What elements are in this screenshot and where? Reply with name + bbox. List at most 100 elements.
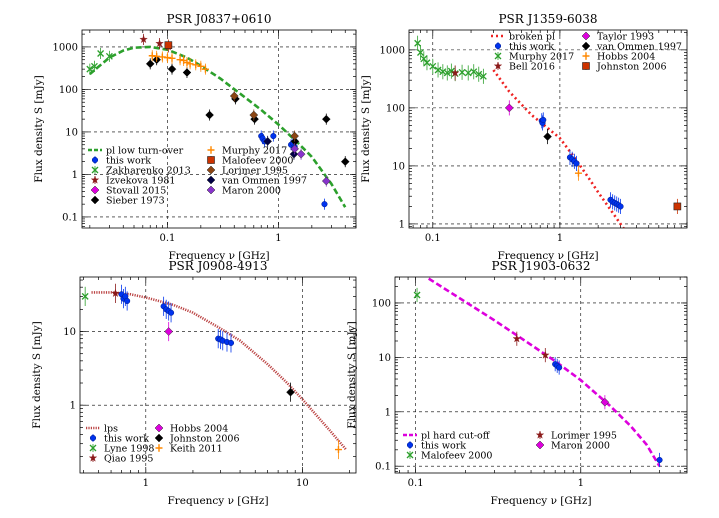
legend-marker (582, 52, 590, 60)
data-point (263, 137, 273, 146)
data-point (145, 59, 155, 69)
legend-label: broken pl (509, 32, 555, 43)
legend-marker (207, 146, 215, 154)
legend-label: Malofeev 2000 (222, 156, 293, 167)
data-point (97, 50, 105, 57)
series-malofeev-2000 (164, 39, 173, 51)
data-point (414, 39, 422, 47)
data-point (155, 39, 164, 48)
series-hobbs-2004 (574, 165, 582, 181)
series-lyne-1998 (81, 286, 89, 306)
legend-label: van Ommen 1997 (596, 42, 682, 53)
x-tick-label: 1 (557, 233, 563, 244)
legend-marker (206, 165, 216, 175)
legend-entry-johnston-2006: Johnston 2006 (154, 434, 240, 445)
legend-label: this work (106, 156, 151, 167)
data-point (201, 65, 209, 73)
data-point (149, 16, 157, 24)
legend-entry-van-ommen-1997: van Ommen 1997 (581, 42, 682, 53)
data-point (176, 56, 184, 64)
y-tick-label: 1 (70, 401, 76, 412)
y-tick-label: 1000 (380, 45, 405, 56)
x-axis-label: Frequency ν [GHz] (168, 250, 269, 262)
data-point (168, 309, 175, 316)
data-point (197, 62, 205, 70)
data-point (86, 65, 94, 73)
legend-entry-lorimer-1995: Lorimer 1995 (206, 165, 288, 177)
data-point (186, 60, 194, 68)
legend-label: Taylor 1993 (597, 32, 654, 43)
legend-label: Lyne 1998 (104, 444, 154, 455)
legend-label: this work (421, 441, 466, 452)
legend-label: this work (104, 434, 149, 445)
data-point (321, 176, 331, 186)
data-point (290, 131, 299, 141)
series-keith-2011 (334, 439, 342, 460)
x-tick-label: 0.1 (408, 478, 424, 489)
legend-label: Hobbs 2004 (597, 52, 655, 63)
legend-marker (535, 430, 545, 439)
data-point (429, 62, 437, 70)
legend-marker (155, 444, 163, 452)
data-point (164, 327, 174, 336)
data-point (290, 144, 299, 154)
x-axis-label: Frequency ν [GHz] (497, 250, 598, 262)
data-point (289, 149, 299, 159)
series-this-work (538, 112, 624, 215)
y-axis-label: Flux density S [mJy] (33, 75, 45, 182)
series-qiao-1995 (111, 283, 120, 303)
legend-entry-pl-low-turn-over: pl low turn-over (88, 146, 184, 157)
y-tick-label: 10 (378, 353, 391, 364)
legend-entry-hobbs-2004: Hobbs 2004 (582, 52, 655, 63)
legend-label: van Ommen 1997 (221, 176, 307, 187)
data-point (540, 116, 547, 123)
y-tick-label: 100 (386, 103, 405, 114)
data-point (205, 110, 214, 120)
legend-entry-malofeev-2000: Malofeev 2000 (406, 451, 492, 462)
plot-area (414, 35, 682, 228)
model-curve-lps (91, 291, 347, 451)
legend-entry-murphy-2017: Murphy 2017 (494, 52, 574, 63)
legend-label: Maron 2000 (551, 441, 610, 452)
legend-entry-maron-2000: Maron 2000 (206, 185, 281, 197)
data-point (574, 169, 582, 177)
legend-entry-van-ommen-1997: van Ommen 1997 (206, 176, 307, 187)
y-axis-label: Flux density S [mJy] (360, 75, 372, 182)
series-johnston-2006 (286, 382, 295, 402)
legend-label: Johnston 2006 (596, 62, 667, 73)
legend-entry-bell-2016: Bell 2016 (493, 62, 555, 73)
legend-marker (206, 185, 216, 195)
chart-title: PSR J0837+0610 (166, 12, 271, 26)
data-point (600, 397, 610, 407)
x-tick-label: 10 (296, 478, 309, 489)
series-van-ommen-1997 (263, 135, 299, 160)
legend-entry-keith-2011: Keith 2011 (155, 444, 223, 455)
x-axis-label: Frequency ν [GHz] (490, 495, 591, 507)
legend-label: Sieber 1973 (106, 196, 165, 207)
legend-marker (406, 441, 414, 449)
legend-marker (90, 195, 100, 205)
data-point (417, 49, 424, 56)
legend-entry-lps: lps (86, 424, 118, 435)
data-point (470, 68, 478, 76)
data-point (183, 58, 191, 66)
legend-label: Qiao 1995 (104, 454, 153, 465)
legend-marker (582, 62, 590, 70)
legend-marker (91, 156, 99, 164)
y-axis-label: Flux density S [mJy] (31, 321, 43, 428)
series-lorimer-1995 (512, 331, 550, 363)
data-point (556, 364, 563, 371)
legend-label: lps (104, 424, 118, 435)
legend-entry-izvekova-1981: Izvekova 1981 (90, 176, 175, 187)
data-point (139, 34, 148, 44)
legend-entry-maron-2000: Maron 2000 (535, 441, 610, 452)
data-point (504, 103, 514, 113)
legend-label: Izvekova 1981 (106, 176, 175, 187)
data-point (512, 334, 522, 343)
y-tick-label: 1 (385, 407, 391, 418)
model-curve-pl-low-turn-over (88, 45, 347, 208)
legend-entry-malofeev-2000: Malofeev 2000 (207, 156, 293, 167)
